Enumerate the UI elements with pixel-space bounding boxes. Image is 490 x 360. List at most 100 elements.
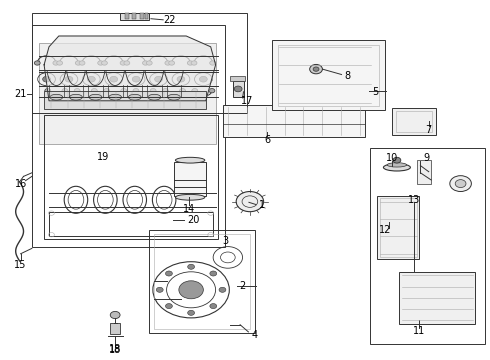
Text: 1: 1 <box>259 200 265 210</box>
Circle shape <box>62 89 68 93</box>
Ellipse shape <box>175 194 205 200</box>
Circle shape <box>209 89 215 93</box>
Bar <box>32 13 247 113</box>
Circle shape <box>455 180 466 188</box>
Text: 18: 18 <box>109 345 121 355</box>
Circle shape <box>188 264 195 269</box>
Ellipse shape <box>50 94 63 100</box>
Circle shape <box>143 61 148 65</box>
Bar <box>149 230 255 333</box>
Bar <box>32 25 225 247</box>
Bar <box>174 162 206 196</box>
Text: 6: 6 <box>264 135 270 145</box>
Circle shape <box>65 76 73 82</box>
Text: 18: 18 <box>109 344 121 354</box>
Circle shape <box>179 281 203 299</box>
Circle shape <box>101 61 107 65</box>
Text: 3: 3 <box>222 236 228 246</box>
Text: 14: 14 <box>182 204 195 214</box>
Ellipse shape <box>148 94 161 100</box>
Circle shape <box>150 89 156 93</box>
Circle shape <box>210 271 217 276</box>
Bar <box>377 196 419 259</box>
Circle shape <box>165 61 171 65</box>
Bar <box>44 91 206 109</box>
Bar <box>154 234 250 329</box>
Bar <box>110 323 120 334</box>
Circle shape <box>120 61 126 65</box>
Circle shape <box>393 157 401 163</box>
Bar <box>39 43 216 144</box>
Circle shape <box>310 64 322 74</box>
Circle shape <box>103 89 109 93</box>
Ellipse shape <box>89 94 102 100</box>
Text: 21: 21 <box>14 89 27 99</box>
Bar <box>140 13 144 19</box>
Text: 19: 19 <box>97 152 109 162</box>
Circle shape <box>45 89 51 93</box>
Text: 8: 8 <box>345 71 351 81</box>
Circle shape <box>236 192 264 212</box>
Circle shape <box>121 89 126 93</box>
Circle shape <box>180 89 185 93</box>
Bar <box>223 105 365 137</box>
Circle shape <box>53 61 59 65</box>
Text: 10: 10 <box>386 153 398 163</box>
Circle shape <box>169 61 174 65</box>
Text: 9: 9 <box>423 153 429 163</box>
Text: 4: 4 <box>252 330 258 340</box>
Ellipse shape <box>387 163 407 167</box>
Bar <box>233 81 244 97</box>
Text: 17: 17 <box>241 96 254 106</box>
Circle shape <box>177 76 185 82</box>
Circle shape <box>75 61 81 65</box>
Circle shape <box>34 61 40 65</box>
Circle shape <box>155 76 163 82</box>
Text: 7: 7 <box>426 125 432 135</box>
Bar <box>145 13 148 19</box>
Text: 20: 20 <box>187 215 200 225</box>
Circle shape <box>43 76 50 82</box>
Circle shape <box>450 176 471 192</box>
Circle shape <box>74 89 80 93</box>
Text: 12: 12 <box>378 225 391 235</box>
Bar <box>399 272 475 324</box>
Circle shape <box>124 61 130 65</box>
Circle shape <box>132 76 140 82</box>
Bar <box>370 148 485 344</box>
Circle shape <box>313 67 319 71</box>
Bar <box>416 160 431 184</box>
Circle shape <box>156 287 163 292</box>
Circle shape <box>199 76 207 82</box>
Bar <box>392 108 436 135</box>
Bar <box>125 13 129 19</box>
Ellipse shape <box>70 94 82 100</box>
Bar <box>272 40 385 110</box>
Circle shape <box>187 61 193 65</box>
Bar <box>49 212 213 236</box>
Text: 11: 11 <box>413 326 425 336</box>
Bar <box>230 76 245 81</box>
Circle shape <box>110 311 120 319</box>
Circle shape <box>210 303 217 309</box>
Ellipse shape <box>168 94 180 100</box>
Ellipse shape <box>128 94 141 100</box>
Text: 15: 15 <box>14 260 27 270</box>
Bar <box>44 115 218 239</box>
Circle shape <box>234 86 242 92</box>
Text: 16: 16 <box>15 179 27 189</box>
Circle shape <box>147 61 152 65</box>
Circle shape <box>210 61 216 65</box>
Circle shape <box>166 271 172 276</box>
Text: 13: 13 <box>408 195 420 205</box>
Ellipse shape <box>175 157 205 163</box>
Circle shape <box>192 89 197 93</box>
Bar <box>278 45 379 106</box>
Ellipse shape <box>384 164 411 171</box>
Text: 2: 2 <box>240 281 245 291</box>
Circle shape <box>79 61 85 65</box>
Text: 22: 22 <box>163 15 175 25</box>
Bar <box>396 111 432 132</box>
Circle shape <box>87 76 95 82</box>
Bar <box>120 13 149 20</box>
